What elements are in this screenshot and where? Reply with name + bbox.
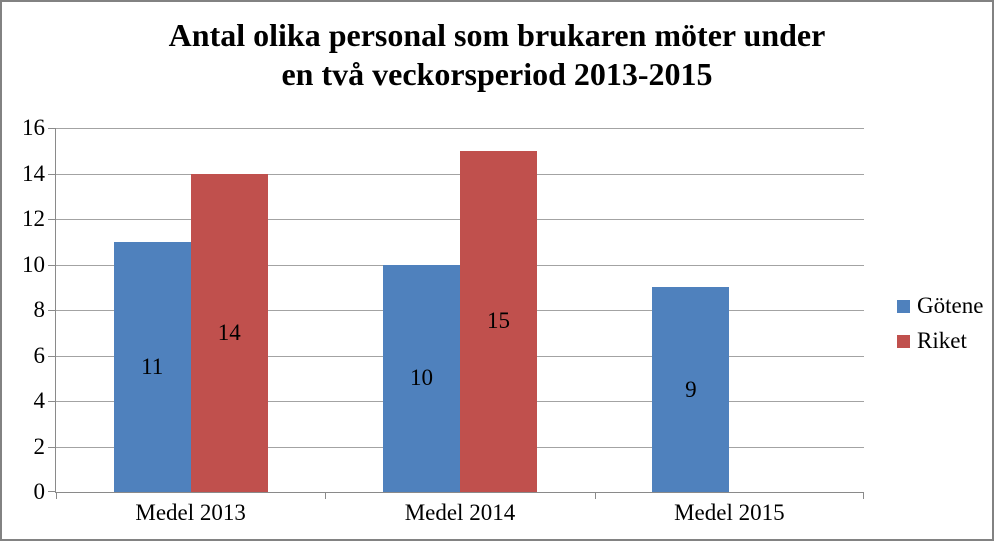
bar-gotene-medel-2015: 9 <box>652 287 730 492</box>
legend: Götene Riket <box>897 293 984 365</box>
y-axis-tick <box>48 219 55 220</box>
y-axis-tick <box>48 310 55 311</box>
y-axis-label: 10 <box>22 252 45 277</box>
x-axis-tick <box>595 492 596 499</box>
bar-riket-medel-2014: 15 <box>460 150 537 492</box>
x-axis-tick <box>325 492 326 499</box>
legend-item-riket: Riket <box>897 328 983 353</box>
y-axis-tick <box>48 356 55 357</box>
bar-value-label: 9 <box>685 376 697 402</box>
x-axis-label: Medel 2015 <box>674 500 785 525</box>
y-axis-tick <box>48 401 55 402</box>
legend-label: Riket <box>917 328 967 353</box>
x-axis-label: Medel 2014 <box>404 500 516 525</box>
y-axis-label: 12 <box>22 206 45 231</box>
bar-value-label: 11 <box>141 353 164 379</box>
bar-value-label: 15 <box>487 308 510 334</box>
legend-item-gotene: Götene <box>897 293 984 318</box>
bar-gotene-medel-2013: 11 <box>113 241 191 492</box>
plot-area: 0 2 4 6 8 10 12 14 16 11 14 Medel 2013 10 15 Medel 201… <box>22 116 864 525</box>
x-axis-label: Medel 2013 <box>135 500 246 525</box>
y-axis-label: 14 <box>22 161 45 186</box>
x-axis-tick <box>863 492 864 499</box>
bar-riket-medel-2013: 14 <box>190 173 268 492</box>
y-axis-label: 16 <box>22 115 45 140</box>
gridline <box>56 128 864 129</box>
y-axis-label: 6 <box>33 343 46 368</box>
legend-swatch-gotene <box>897 299 910 313</box>
y-axis-tick <box>48 491 55 492</box>
bar-value-label: 10 <box>410 365 433 391</box>
y-axis-tick <box>48 174 55 175</box>
chart-title-line2: en två veckorsperiod 2013-2015 <box>281 56 713 92</box>
y-axis-label: 2 <box>33 434 46 459</box>
bar-gotene-medel-2014: 10 <box>383 264 460 492</box>
y-axis-tick <box>48 128 55 129</box>
y-axis-tick <box>48 447 55 448</box>
y-axis-label: 8 <box>33 297 46 322</box>
legend-swatch-riket <box>897 334 910 348</box>
y-axis-label: 0 <box>33 479 46 504</box>
x-axis-tick <box>56 492 57 499</box>
y-axis-tick <box>48 265 55 266</box>
legend-label: Götene <box>917 293 984 318</box>
chart-title-line1: Antal olika personal som brukaren möter … <box>168 17 826 53</box>
y-axis-label: 4 <box>33 388 46 413</box>
bar-value-label: 14 <box>217 319 241 345</box>
chart-title: Antal olika personal som brukaren möter … <box>2 16 992 94</box>
